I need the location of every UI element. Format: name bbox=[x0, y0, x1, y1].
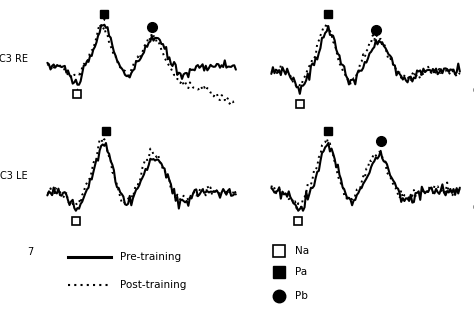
Text: Pre-training: Pre-training bbox=[120, 252, 181, 263]
Text: Pb: Pb bbox=[294, 291, 308, 301]
Text: C3 LE: C3 LE bbox=[0, 171, 27, 181]
Text: Post-training: Post-training bbox=[120, 280, 186, 290]
Text: Na: Na bbox=[294, 246, 309, 256]
Text: C3 RE: C3 RE bbox=[0, 54, 27, 64]
Text: 7 μV: 7 μV bbox=[27, 247, 50, 257]
Text: Pa: Pa bbox=[294, 267, 307, 277]
Text: 70 ms: 70 ms bbox=[79, 252, 109, 262]
